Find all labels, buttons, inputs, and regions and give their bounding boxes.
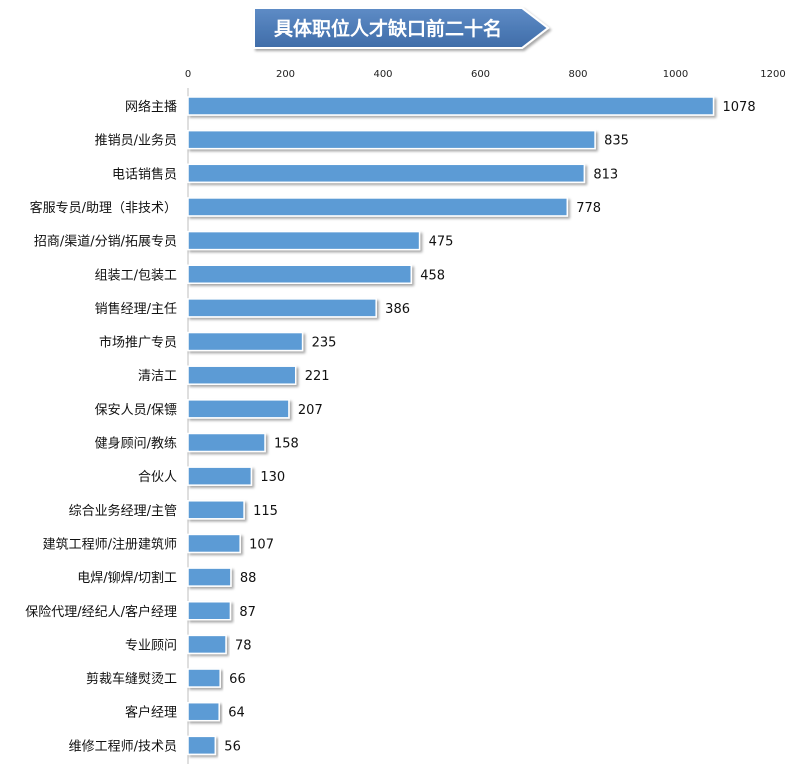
value-label: 56 <box>224 739 241 754</box>
bar <box>187 601 232 621</box>
title-banner-shape <box>253 7 550 49</box>
value-label: 235 <box>312 336 337 351</box>
category-label: 电焊/铆焊/切割工 <box>77 570 177 586</box>
bar <box>187 163 586 184</box>
value-label: 88 <box>240 571 257 586</box>
category-label: 推销员/业务员 <box>95 133 177 149</box>
value-label: 778 <box>576 201 601 216</box>
value-label: 130 <box>260 470 285 485</box>
bar <box>187 264 413 284</box>
chart-title-banner: 具体职位人才缺口前二十名 <box>253 7 550 49</box>
category-label: 电话销售员 <box>112 166 177 182</box>
x-tick-label: 600 <box>471 69 490 80</box>
value-label: 207 <box>298 403 323 418</box>
bar <box>187 634 227 655</box>
bar <box>187 365 297 385</box>
bar <box>187 432 266 453</box>
bar <box>187 197 569 217</box>
bar <box>187 331 304 352</box>
value-label: 158 <box>274 437 299 452</box>
bar <box>187 533 241 554</box>
bars <box>187 96 715 756</box>
category-label: 清洁工 <box>138 369 177 384</box>
category-label: 综合业务经理/主管 <box>69 503 177 519</box>
value-label: 107 <box>249 537 274 552</box>
value-label: 87 <box>239 605 256 620</box>
value-label: 64 <box>228 706 245 721</box>
x-tick-label: 800 <box>568 69 587 80</box>
category-label: 建筑工程师/注册建筑师 <box>43 536 177 552</box>
bar <box>187 96 715 116</box>
value-label: 813 <box>593 167 618 182</box>
bar <box>187 230 421 251</box>
bar <box>187 466 253 486</box>
category-label: 市场推广专员 <box>99 335 177 351</box>
category-label: 销售经理/主任 <box>95 301 177 317</box>
category-label: 保险代理/经纪人/客户经理 <box>25 604 177 620</box>
category-label: 组装工/包装工 <box>95 268 177 283</box>
bar <box>187 399 290 419</box>
category-label: 健身顾问/教练 <box>95 436 177 452</box>
category-label: 招商/渠道/分销/拓展专员 <box>34 235 177 250</box>
value-label: 66 <box>229 672 246 687</box>
bar <box>187 298 377 318</box>
value-label: 458 <box>420 268 445 283</box>
value-label: 221 <box>305 369 330 384</box>
category-label: 合伙人 <box>138 470 177 485</box>
category-label: 剪裁车缝熨烫工 <box>86 671 177 687</box>
bar <box>187 129 596 150</box>
category-label: 保安人员/保镖 <box>95 402 177 418</box>
x-tick-label: 1200 <box>760 69 785 80</box>
bar <box>187 668 221 688</box>
x-tick-label: 1000 <box>663 69 688 80</box>
x-tick-label: 200 <box>276 69 295 80</box>
bar <box>187 701 220 722</box>
value-label: 386 <box>385 302 410 317</box>
bar <box>187 500 245 520</box>
category-label: 客户经理 <box>125 705 177 721</box>
value-label: 835 <box>604 134 629 149</box>
category-label: 网络主播 <box>125 99 177 115</box>
chart-title: 具体职位人才缺口前二十名 <box>274 17 502 40</box>
value-label: 1078 <box>723 100 756 115</box>
x-tick-label: 0 <box>185 69 191 80</box>
bar <box>187 735 217 756</box>
category-label: 专业顾问 <box>125 638 177 653</box>
value-label: 115 <box>253 504 278 519</box>
category-label: 客服专员/助理（非技术） <box>30 200 177 216</box>
bar <box>187 567 232 587</box>
x-tick-label: 400 <box>373 69 392 80</box>
value-label: 475 <box>429 235 454 250</box>
category-label: 维修工程师/技术员 <box>69 739 177 754</box>
value-label: 78 <box>235 638 252 653</box>
value-labels: 1078 835 813 778 475 458 386 235 221 207 158 130 115… <box>224 100 755 754</box>
